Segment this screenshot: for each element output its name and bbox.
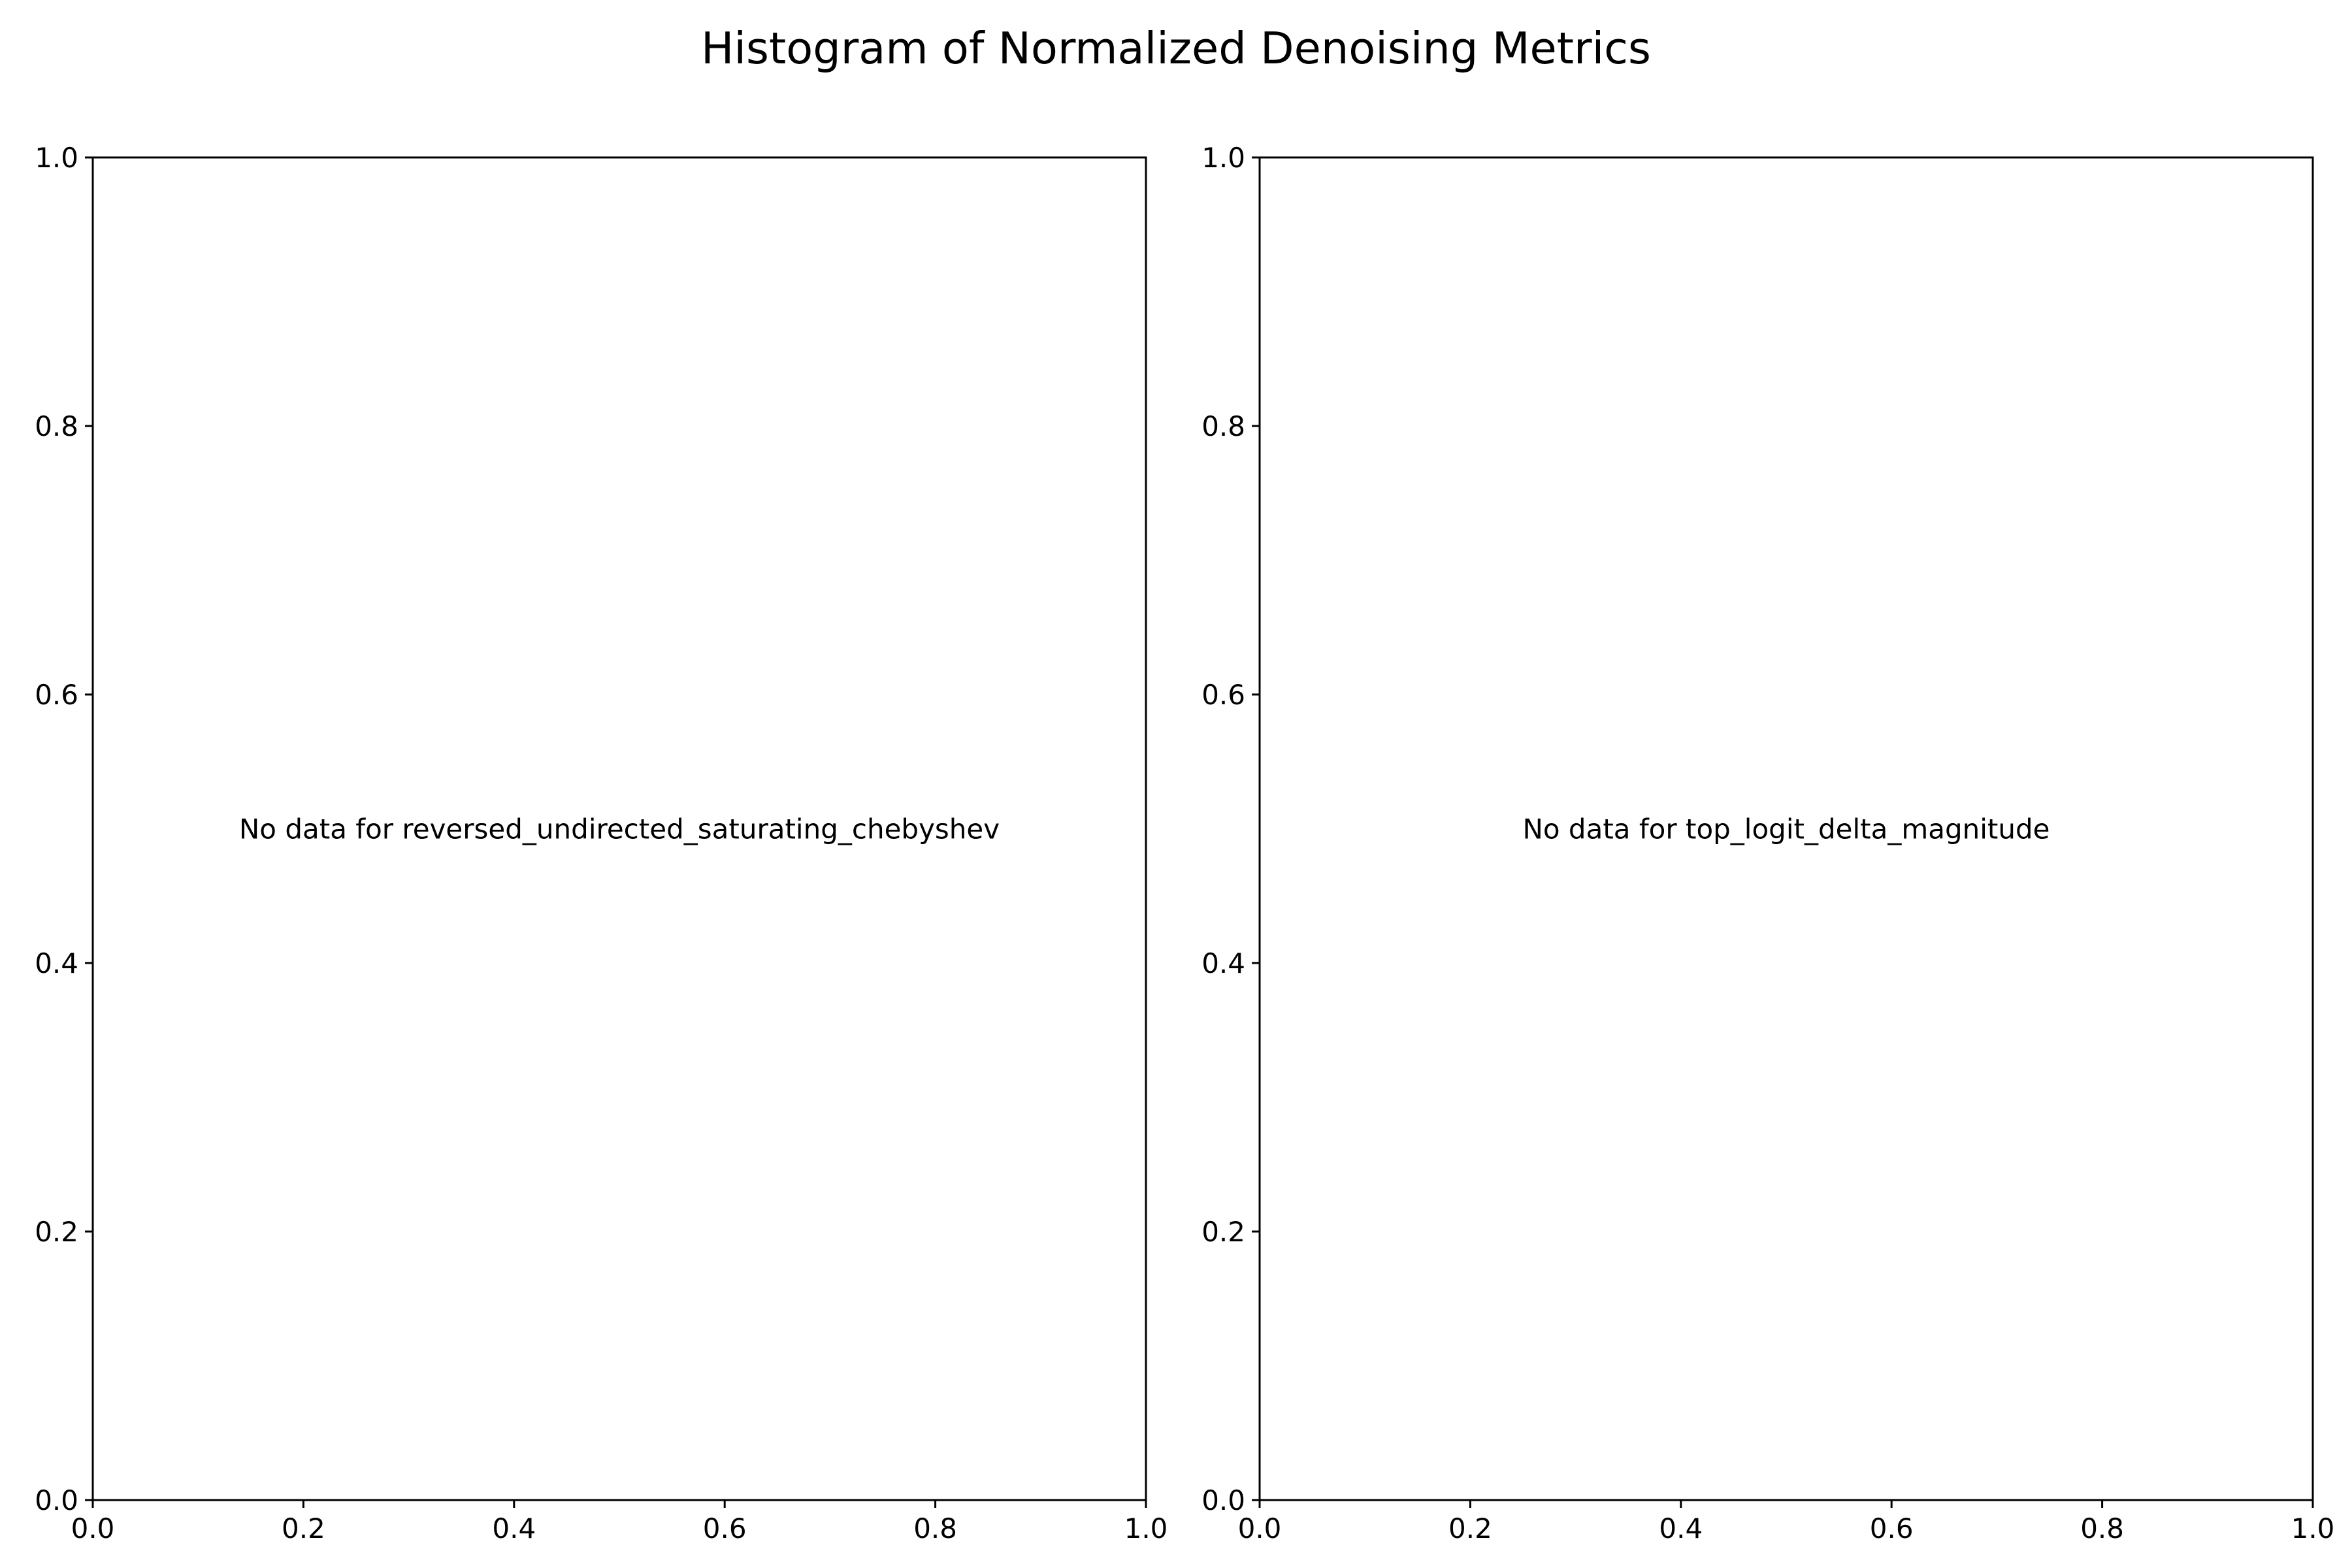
x-tick-label: 0.4 xyxy=(1659,1512,1703,1544)
figure-title: Histogram of Normalized Denoising Metric… xyxy=(701,23,1651,74)
x-tick-label: 1.0 xyxy=(2291,1512,2335,1544)
y-tick-label: 0.6 xyxy=(35,679,78,711)
y-tick-label: 1.0 xyxy=(35,142,78,174)
y-tick-label: 0.2 xyxy=(35,1216,78,1248)
y-tick-label: 1.0 xyxy=(1201,142,1245,174)
x-tick-label: 0.8 xyxy=(2080,1512,2124,1544)
x-tick-label: 0.6 xyxy=(703,1512,747,1544)
y-tick-label: 0.8 xyxy=(35,410,78,442)
y-tick-label: 0.6 xyxy=(1201,679,1245,711)
y-tick-label: 0.4 xyxy=(1201,947,1245,979)
subplot-1: 0.0 0.2 0.4 0.6 0.8 1.0 0.0 0.2 0.4 0.6 0.8 1.0 No d… xyxy=(35,142,1168,1544)
x-tick-label: 0.6 xyxy=(1870,1512,1914,1544)
x-tick-label: 0.2 xyxy=(282,1512,325,1544)
x-tick-label: 0.2 xyxy=(1448,1512,1492,1544)
subplot-2: 0.0 0.2 0.4 0.6 0.8 1.0 0.0 0.2 0.4 0.6 0.8 1.0 No d… xyxy=(1201,142,2334,1544)
y-tick-label: 0.8 xyxy=(1201,410,1245,442)
x-tick-label: 0.4 xyxy=(492,1512,536,1544)
y-tick-label: 0.0 xyxy=(1201,1484,1245,1516)
axes-frame xyxy=(91,156,1147,1501)
chart-panels: 0.0 0.2 0.4 0.6 0.8 1.0 0.0 0.2 0.4 0.6 0.8 1.0 No d… xyxy=(35,142,2334,1544)
x-tick-label: 1.0 xyxy=(1124,1512,1168,1544)
y-tick-label: 0.4 xyxy=(35,947,78,979)
no-data-message: No data for reversed_undirected_saturati… xyxy=(239,813,1000,845)
y-tick-label: 0.2 xyxy=(1201,1216,1245,1248)
x-tick-label: 0.8 xyxy=(913,1512,957,1544)
no-data-message: No data for top_logit_delta_magnitude xyxy=(1522,813,2050,845)
axes-frame xyxy=(1258,156,2314,1501)
y-tick-label: 0.0 xyxy=(35,1484,78,1516)
x-tick-label: 0.0 xyxy=(71,1512,115,1544)
x-tick-label: 0.0 xyxy=(1238,1512,1282,1544)
